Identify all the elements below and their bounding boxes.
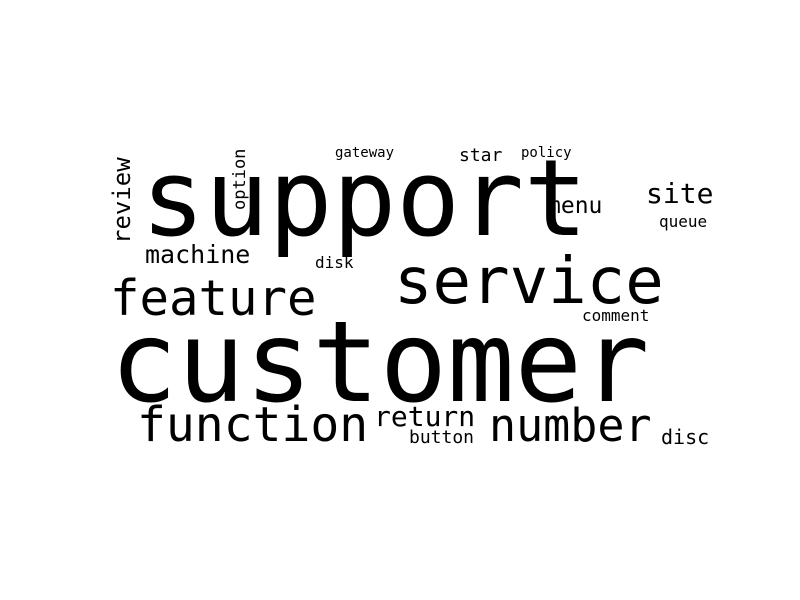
word-queue: queue xyxy=(659,212,708,231)
word-gateway: gateway xyxy=(335,145,395,161)
word-number: number xyxy=(489,399,652,452)
word-option: option xyxy=(230,148,250,210)
word-button: button xyxy=(409,427,475,448)
word-policy: policy xyxy=(521,145,572,161)
word-site: site xyxy=(646,177,714,210)
word-feature: feature xyxy=(110,270,317,327)
word-comment: comment xyxy=(582,306,650,325)
word-menu: menu xyxy=(547,193,603,219)
word-disc: disc xyxy=(661,425,710,449)
word-support: support xyxy=(141,137,588,260)
word-service: service xyxy=(394,245,664,319)
word-disk: disk xyxy=(315,253,354,272)
word-machine: machine xyxy=(145,240,251,269)
word-return: return xyxy=(374,400,476,433)
word-customer: customer xyxy=(110,298,650,428)
word-review: review xyxy=(108,157,136,244)
word-function: function xyxy=(137,397,369,453)
word-star: star xyxy=(459,145,503,166)
